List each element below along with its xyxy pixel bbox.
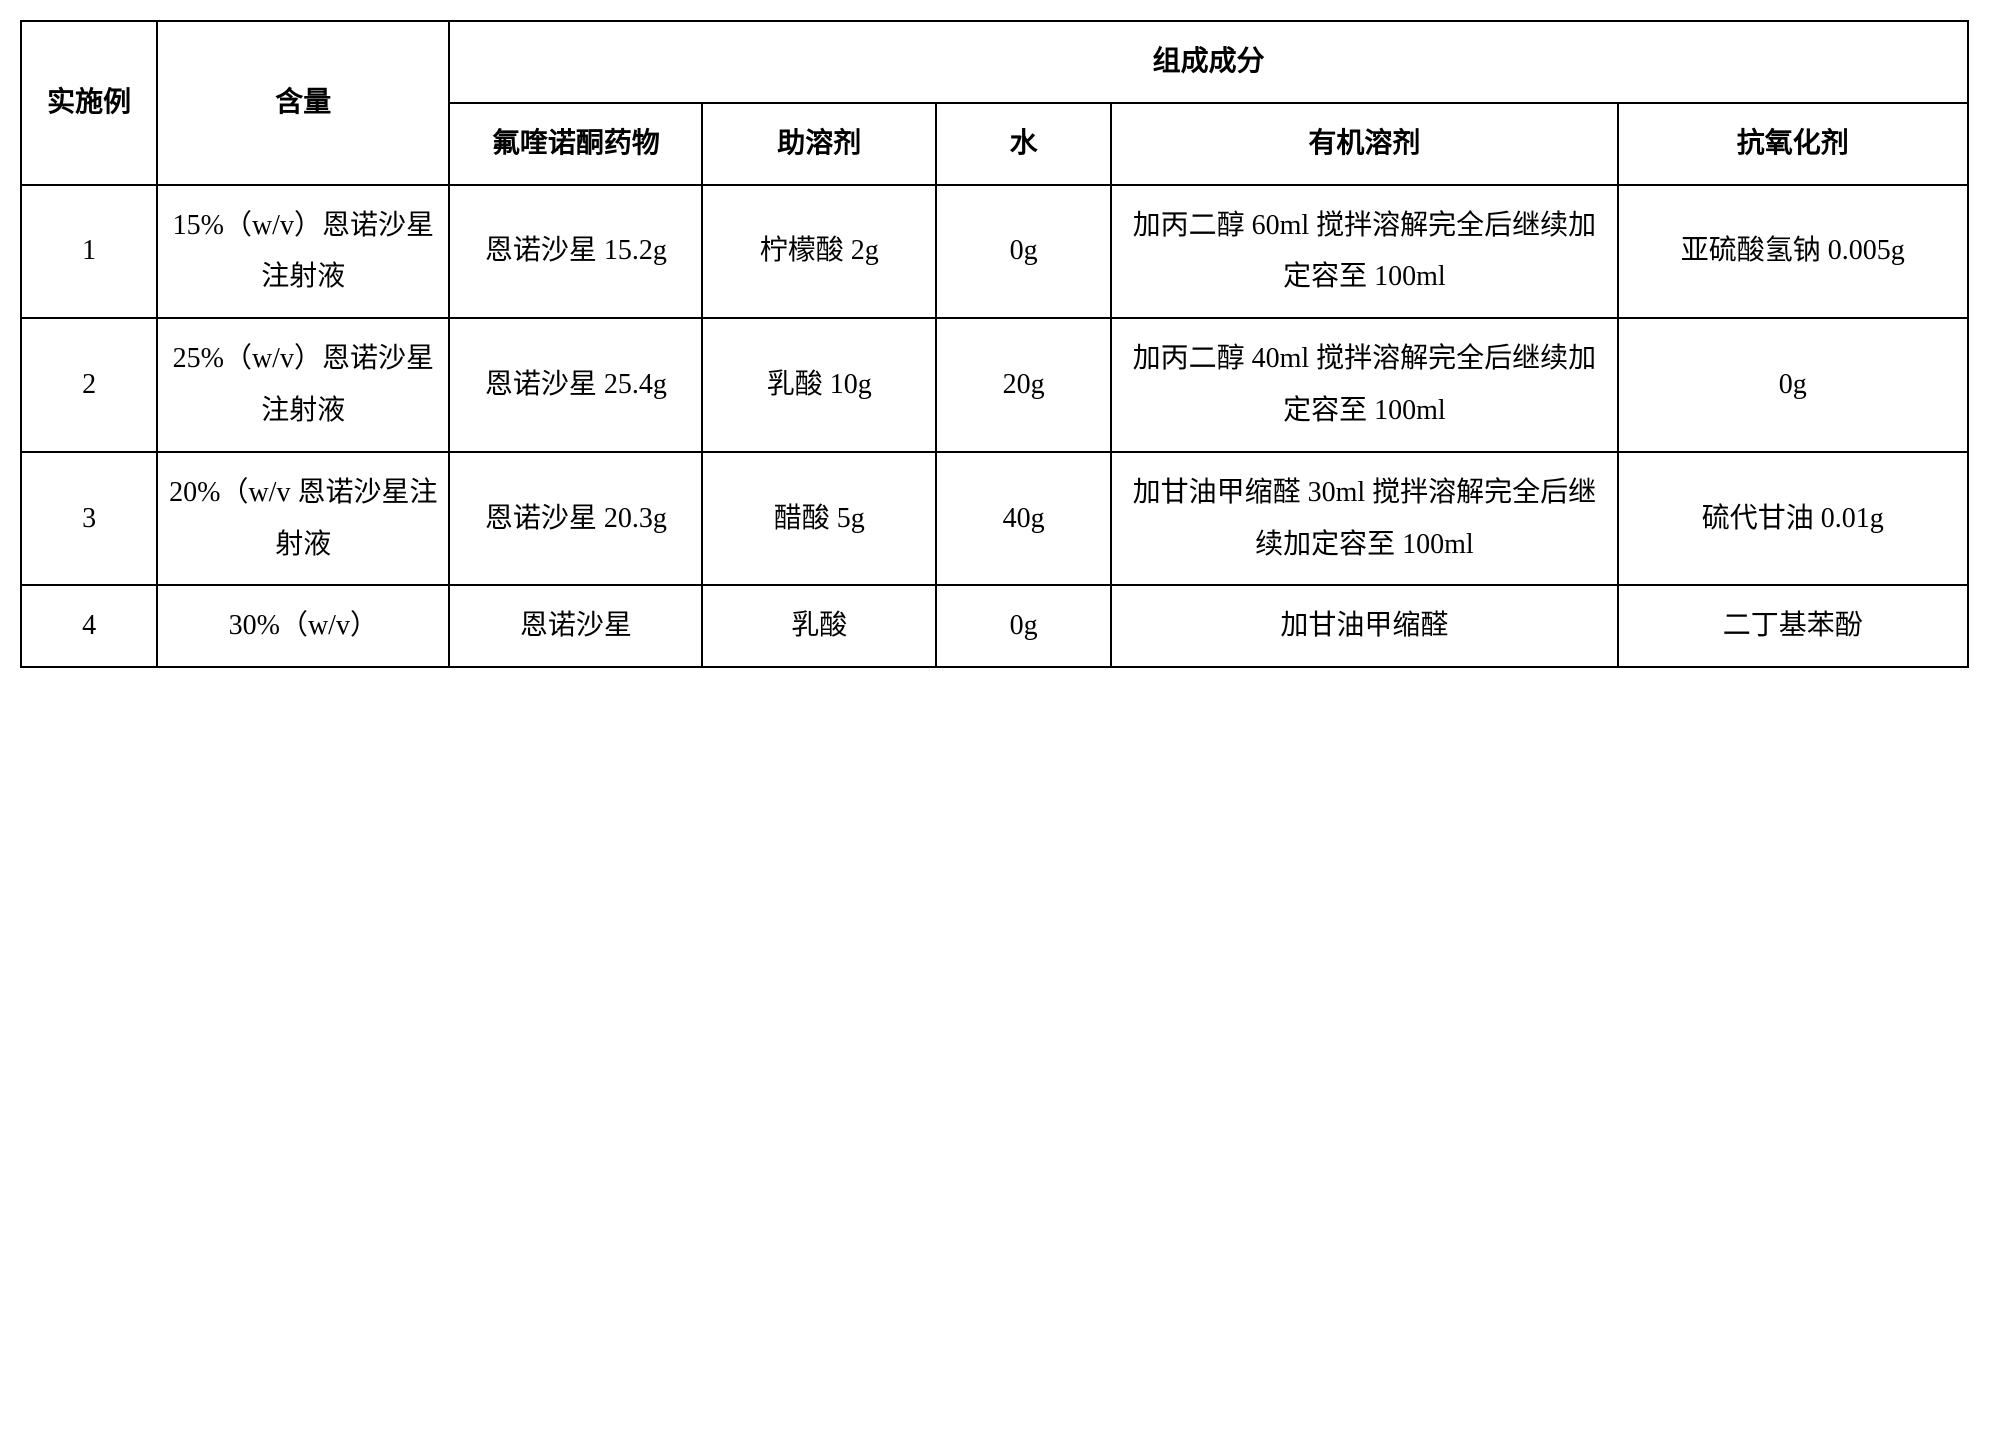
- header-composition: 组成成分: [449, 21, 1968, 103]
- cell-example: 1: [21, 185, 157, 319]
- header-content: 含量: [157, 21, 449, 185]
- table-row: 4 30%（w/v） 恩诺沙星 乳酸 0g 加甘油甲缩醛 二丁基苯酚: [21, 585, 1968, 667]
- cell-water: 0g: [936, 585, 1111, 667]
- cell-drug: 恩诺沙星 15.2g: [449, 185, 702, 319]
- header-drug: 氟喹诺酮药物: [449, 103, 702, 185]
- cell-solubilizer: 乳酸: [702, 585, 936, 667]
- cell-solubilizer: 醋酸 5g: [702, 452, 936, 586]
- cell-solubilizer: 柠檬酸 2g: [702, 185, 936, 319]
- cell-antioxidant: 硫代甘油 0.01g: [1618, 452, 1969, 586]
- cell-organic-solvent: 加丙二醇 60ml 搅拌溶解完全后继续加定容至 100ml: [1111, 185, 1617, 319]
- table-row: 2 25%（w/v）恩诺沙星注射液 恩诺沙星 25.4g 乳酸 10g 20g …: [21, 318, 1968, 452]
- cell-antioxidant: 亚硫酸氢钠 0.005g: [1618, 185, 1969, 319]
- header-solubilizer: 助溶剂: [702, 103, 936, 185]
- cell-organic-solvent: 加丙二醇 40ml 搅拌溶解完全后继续加定容至 100ml: [1111, 318, 1617, 452]
- cell-content: 25%（w/v）恩诺沙星注射液: [157, 318, 449, 452]
- cell-content: 15%（w/v）恩诺沙星注射液: [157, 185, 449, 319]
- cell-example: 3: [21, 452, 157, 586]
- table-row: 1 15%（w/v）恩诺沙星注射液 恩诺沙星 15.2g 柠檬酸 2g 0g 加…: [21, 185, 1968, 319]
- header-example: 实施例: [21, 21, 157, 185]
- composition-table: 实施例 含量 组成成分 氟喹诺酮药物 助溶剂 水 有机溶剂 抗氧化剂 1 15%…: [20, 20, 1969, 668]
- cell-drug: 恩诺沙星 25.4g: [449, 318, 702, 452]
- cell-solubilizer: 乳酸 10g: [702, 318, 936, 452]
- cell-content: 30%（w/v）: [157, 585, 449, 667]
- header-antioxidant: 抗氧化剂: [1618, 103, 1969, 185]
- cell-antioxidant: 0g: [1618, 318, 1969, 452]
- cell-water: 20g: [936, 318, 1111, 452]
- cell-water: 0g: [936, 185, 1111, 319]
- cell-example: 4: [21, 585, 157, 667]
- cell-water: 40g: [936, 452, 1111, 586]
- cell-drug: 恩诺沙星: [449, 585, 702, 667]
- header-organic-solvent: 有机溶剂: [1111, 103, 1617, 185]
- cell-organic-solvent: 加甘油甲缩醛 30ml 搅拌溶解完全后继续加定容至 100ml: [1111, 452, 1617, 586]
- cell-organic-solvent: 加甘油甲缩醛: [1111, 585, 1617, 667]
- cell-example: 2: [21, 318, 157, 452]
- cell-antioxidant: 二丁基苯酚: [1618, 585, 1969, 667]
- cell-content: 20%（w/v 恩诺沙星注射液: [157, 452, 449, 586]
- cell-drug: 恩诺沙星 20.3g: [449, 452, 702, 586]
- table-header-row-1: 实施例 含量 组成成分: [21, 21, 1968, 103]
- table-row: 3 20%（w/v 恩诺沙星注射液 恩诺沙星 20.3g 醋酸 5g 40g 加…: [21, 452, 1968, 586]
- header-water: 水: [936, 103, 1111, 185]
